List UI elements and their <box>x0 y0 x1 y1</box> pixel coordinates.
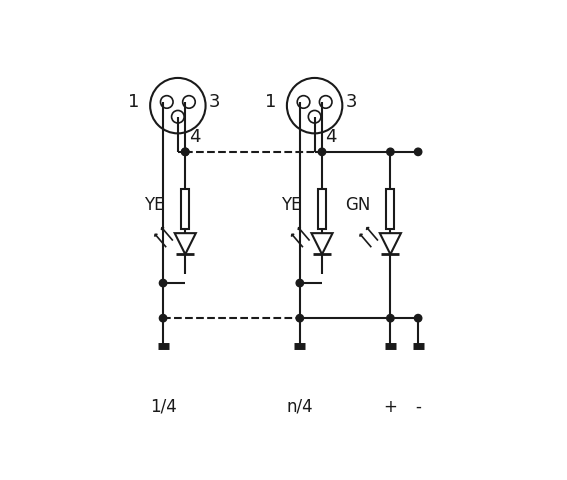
Circle shape <box>414 314 422 322</box>
Bar <box>181 189 189 229</box>
Circle shape <box>159 279 167 287</box>
Bar <box>318 189 326 229</box>
Circle shape <box>181 148 189 156</box>
Circle shape <box>181 148 189 156</box>
Polygon shape <box>366 228 369 230</box>
Text: YE: YE <box>145 196 165 215</box>
Text: YE: YE <box>281 196 302 215</box>
Polygon shape <box>359 234 362 237</box>
Circle shape <box>296 314 303 322</box>
Polygon shape <box>155 234 157 237</box>
Circle shape <box>414 148 422 156</box>
Text: +: + <box>383 398 397 416</box>
Text: 4: 4 <box>189 128 200 146</box>
Text: n/4: n/4 <box>286 398 313 416</box>
Text: 1: 1 <box>128 93 139 111</box>
Text: 1: 1 <box>265 93 276 111</box>
Text: -: - <box>415 398 421 416</box>
Polygon shape <box>161 228 164 230</box>
Circle shape <box>387 148 394 156</box>
Circle shape <box>296 279 303 287</box>
Text: 4: 4 <box>325 128 337 146</box>
Text: 3: 3 <box>209 93 221 111</box>
Polygon shape <box>298 228 301 230</box>
Text: 1/4: 1/4 <box>150 398 176 416</box>
Bar <box>386 189 395 229</box>
Circle shape <box>318 148 325 156</box>
Polygon shape <box>291 234 294 237</box>
Circle shape <box>159 314 167 322</box>
Text: GN: GN <box>345 196 370 215</box>
Circle shape <box>387 314 394 322</box>
Text: 3: 3 <box>346 93 357 111</box>
